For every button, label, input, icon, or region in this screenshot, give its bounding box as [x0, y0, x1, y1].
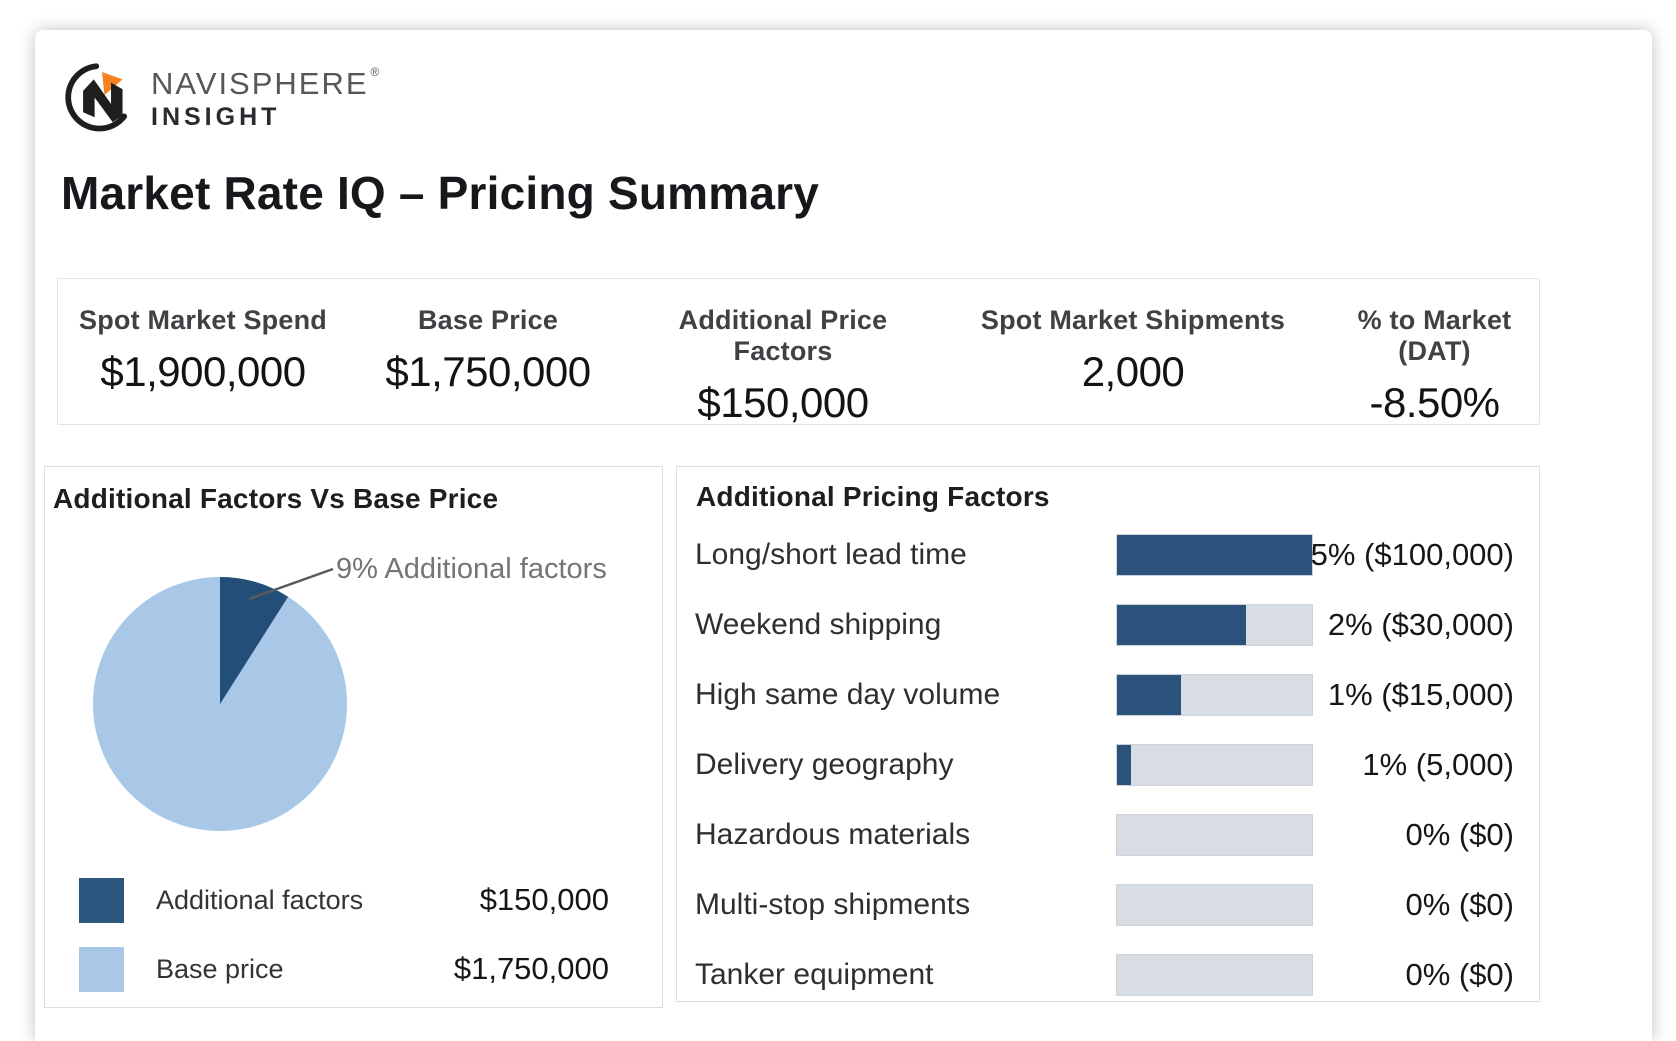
bar-label: Multi-stop shipments	[695, 888, 971, 921]
bar-fill	[1117, 535, 1312, 575]
kpi-spot-market-spend: Spot Market Spend $1,900,000	[58, 279, 348, 424]
bar-label: Tanker equipment	[695, 958, 934, 991]
bar-label: Hazardous materials	[695, 818, 971, 851]
legend-label: Additional factors	[156, 884, 364, 915]
bar-row-high-same-day-volume: High same day volume 1% ($15,000)	[677, 672, 1539, 718]
additional-pricing-factors-panel: Additional Pricing Factors Long/short le…	[676, 466, 1540, 1002]
pie-additional-factors-slice	[220, 577, 289, 704]
navisphere-logo: NAVISPHERE ® INSIGHT	[65, 58, 381, 132]
pie-chart	[93, 577, 347, 831]
bar-track	[1116, 534, 1313, 576]
bar-track	[1116, 744, 1313, 786]
registered-mark: ®	[370, 65, 382, 79]
bar-row-delivery-geography: Delivery geography 1% (5,000)	[677, 742, 1539, 788]
kpi-label: Spot Market Shipments	[980, 305, 1286, 335]
legend-item-additional-factors: Additional factors $150,000	[79, 877, 609, 923]
kpi-percent-to-market-dat: % to Market (DAT) -8.50%	[1328, 279, 1541, 426]
bar-row-weekend-shipping: Weekend shipping 2% ($30,000)	[677, 602, 1539, 648]
kpi-value: -8.50%	[1369, 379, 1500, 426]
additional-factors-vs-base-price-panel: Additional Factors Vs Base Price 9% Addi…	[44, 466, 663, 1008]
bar-fill	[1117, 605, 1246, 645]
bar-value: 5% ($100,000)	[1310, 537, 1514, 572]
bar-row-tanker-equipment: Tanker equipment 0% ($0)	[677, 952, 1539, 998]
logo-text: NAVISPHERE ® INSIGHT	[151, 58, 381, 130]
kpi-label: Spot Market Spend	[79, 305, 327, 335]
bar-value: 1% ($15,000)	[1327, 677, 1514, 712]
bar-fill	[1117, 745, 1131, 785]
bar-value: 0% ($0)	[1405, 957, 1514, 992]
logo-product: INSIGHT	[151, 103, 281, 131]
kpi-value: $1,900,000	[100, 348, 306, 395]
pie-callout-label: 9% Additional factors	[336, 553, 607, 585]
bar-track	[1116, 954, 1313, 996]
legend-value: $1,750,000	[453, 951, 609, 986]
kpi-additional-price-factors: Additional Price Factors $150,000	[628, 279, 938, 426]
page-title: Market Rate IQ – Pricing Summary	[61, 167, 820, 219]
report-card: NAVISPHERE ® INSIGHT Market Rate IQ – Pr…	[35, 30, 1652, 1041]
bar-row-multi-stop-shipments: Multi-stop shipments 0% ($0)	[677, 882, 1539, 928]
legend-swatch-base-price	[79, 946, 124, 992]
legend-item-base-price: Base price $1,750,000	[79, 946, 609, 992]
bar-value: 2% ($30,000)	[1327, 607, 1514, 642]
bar-value: 0% ($0)	[1405, 817, 1514, 852]
kpi-label: Base Price	[417, 305, 559, 335]
legend-value: $150,000	[479, 882, 609, 917]
bar-label: Weekend shipping	[695, 608, 942, 641]
kpi-value: $150,000	[697, 379, 869, 426]
bar-value: 1% (5,000)	[1362, 747, 1514, 782]
legend-swatch-additional-factors	[79, 877, 124, 923]
bar-label: Delivery geography	[695, 748, 954, 781]
bar-label: Long/short lead time	[695, 538, 967, 571]
kpi-label: Additional Price Factors	[678, 305, 888, 366]
bar-track	[1116, 884, 1313, 926]
navisphere-logo-icon	[65, 63, 128, 132]
kpi-base-price: Base Price $1,750,000	[348, 279, 628, 424]
bar-label: High same day volume	[695, 678, 1001, 711]
logo-brand-name: NAVISPHERE	[151, 66, 369, 101]
bar-track	[1116, 674, 1313, 716]
bar-row-long-short-lead-time: Long/short lead time 5% ($100,000)	[677, 532, 1539, 578]
bar-fill	[1117, 675, 1182, 715]
bars-panel-title: Additional Pricing Factors	[696, 481, 1050, 512]
kpi-value: 2,000	[1081, 348, 1185, 395]
kpi-spot-market-shipments: Spot Market Shipments 2,000	[938, 279, 1328, 424]
logo-brand: NAVISPHERE ®	[151, 65, 382, 101]
bar-row-hazardous-materials: Hazardous materials 0% ($0)	[677, 812, 1539, 858]
bar-value: 0% ($0)	[1405, 887, 1514, 922]
kpi-label: % to Market (DAT)	[1357, 305, 1512, 366]
kpi-value: $1,750,000	[385, 348, 591, 395]
bar-track	[1116, 604, 1313, 646]
bar-track	[1116, 814, 1313, 856]
kpi-summary-strip: Spot Market Spend $1,900,000 Base Price …	[57, 278, 1541, 426]
pie-panel-title: Additional Factors Vs Base Price	[53, 483, 499, 514]
legend-label: Base price	[156, 953, 284, 984]
